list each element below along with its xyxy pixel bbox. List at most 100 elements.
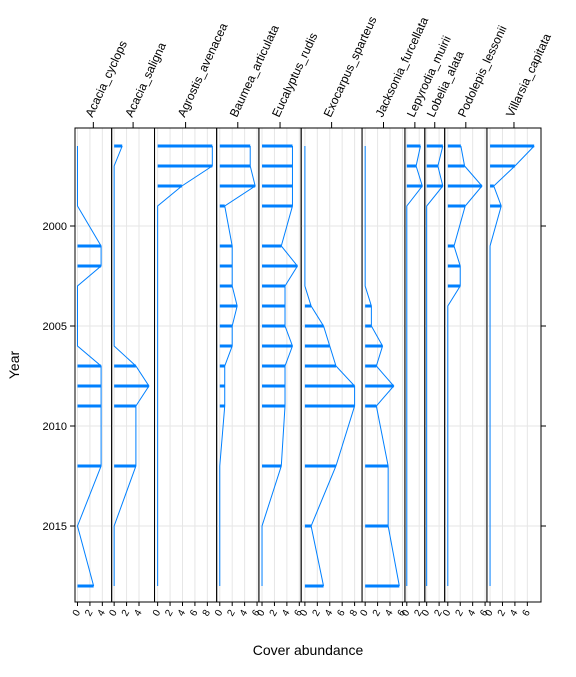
y-tick-label: 2010 xyxy=(43,421,67,433)
x-tick-label: 4 xyxy=(96,608,109,619)
panel-label: Acacia_cyclops xyxy=(82,38,130,119)
bar xyxy=(406,144,421,148)
bar xyxy=(114,464,136,468)
bar xyxy=(157,164,213,168)
bar xyxy=(157,144,213,148)
panel-label: Podolepis_lessonii xyxy=(455,23,510,119)
x-tick-label: 4 xyxy=(383,608,396,619)
bar xyxy=(219,324,233,328)
line xyxy=(76,146,102,587)
bar xyxy=(262,304,286,308)
x-tick-label: 2 xyxy=(225,608,238,619)
panel-label: Exocarpus_sparteus xyxy=(321,14,380,119)
x-tick-label: 0 xyxy=(483,608,496,619)
bar xyxy=(262,264,298,268)
x-tick-label: 0 xyxy=(71,608,84,619)
bar xyxy=(262,404,286,408)
bar xyxy=(406,184,423,188)
bar xyxy=(219,164,251,168)
bar xyxy=(262,164,293,168)
bar xyxy=(262,184,293,188)
bar xyxy=(262,384,286,388)
panel-label: Acacia_saligna xyxy=(122,40,169,119)
bar xyxy=(447,244,455,248)
bar xyxy=(219,144,251,148)
bar xyxy=(490,204,502,208)
bar xyxy=(262,204,293,208)
panel-label: Villarsia_capitata xyxy=(503,31,554,119)
bar xyxy=(365,524,389,528)
panel-frame xyxy=(404,127,426,603)
bar xyxy=(304,304,312,308)
bar xyxy=(262,324,286,328)
x-tick-label: 2 xyxy=(454,608,467,619)
x-tick-label: 2 xyxy=(83,608,96,619)
bar xyxy=(365,384,394,388)
bar xyxy=(219,364,225,368)
y-axis-label: Year xyxy=(6,351,22,380)
bar xyxy=(219,304,238,308)
line xyxy=(219,146,256,586)
panel-frame xyxy=(444,127,488,603)
bar xyxy=(262,284,286,288)
line xyxy=(157,146,213,586)
x-tick-label: 2 xyxy=(163,608,176,619)
bar xyxy=(219,284,233,288)
x-tick-label: 6 xyxy=(396,608,409,619)
bar xyxy=(77,264,102,268)
bar xyxy=(304,344,330,348)
panel-frame xyxy=(424,127,446,603)
bar xyxy=(304,524,312,528)
bar xyxy=(426,164,438,168)
x-tick-label: 2 xyxy=(413,608,426,619)
panel-frame xyxy=(486,127,542,603)
y-tick-label: 2000 xyxy=(43,221,67,233)
bar xyxy=(490,184,494,188)
bar xyxy=(304,384,355,388)
bar xyxy=(365,404,377,408)
line xyxy=(489,145,535,586)
bar xyxy=(262,244,282,248)
bar xyxy=(447,164,465,168)
x-tick-label: 4 xyxy=(508,608,521,619)
panel-label: Agrostis_avenacea xyxy=(175,21,231,120)
bar xyxy=(365,364,377,368)
bar xyxy=(447,284,461,288)
bar xyxy=(219,404,225,408)
y-tick-label: 2015 xyxy=(43,521,67,533)
bar xyxy=(304,404,355,408)
bar xyxy=(219,184,256,188)
bar xyxy=(262,144,293,148)
bar xyxy=(490,164,515,168)
bar xyxy=(77,364,102,368)
y-tick-label: 2005 xyxy=(43,321,67,333)
bar xyxy=(426,184,443,188)
bar xyxy=(77,584,94,588)
bar xyxy=(114,384,149,388)
x-tick-label: 8 xyxy=(348,608,361,619)
line xyxy=(261,146,299,586)
x-tick-label: 4 xyxy=(280,608,293,619)
bar xyxy=(447,184,482,188)
bar xyxy=(304,584,324,588)
x-tick-label: 0 xyxy=(298,608,311,619)
bar xyxy=(77,404,102,408)
x-tick-label: 6 xyxy=(478,608,491,619)
x-tick-label: 0 xyxy=(358,608,371,619)
bar xyxy=(114,364,136,368)
bar xyxy=(304,324,324,328)
line xyxy=(426,145,444,586)
line xyxy=(406,145,423,586)
bar xyxy=(365,464,389,468)
x-tick-label: 6 xyxy=(521,608,534,619)
bar xyxy=(490,144,535,148)
bar xyxy=(219,384,225,388)
bar xyxy=(262,464,282,468)
x-tick-label: 0 xyxy=(400,608,413,619)
x-tick-label: 4 xyxy=(466,608,479,619)
line xyxy=(364,146,400,587)
bar xyxy=(447,144,461,148)
line xyxy=(113,145,150,586)
bar xyxy=(114,144,123,148)
bar xyxy=(219,344,233,348)
